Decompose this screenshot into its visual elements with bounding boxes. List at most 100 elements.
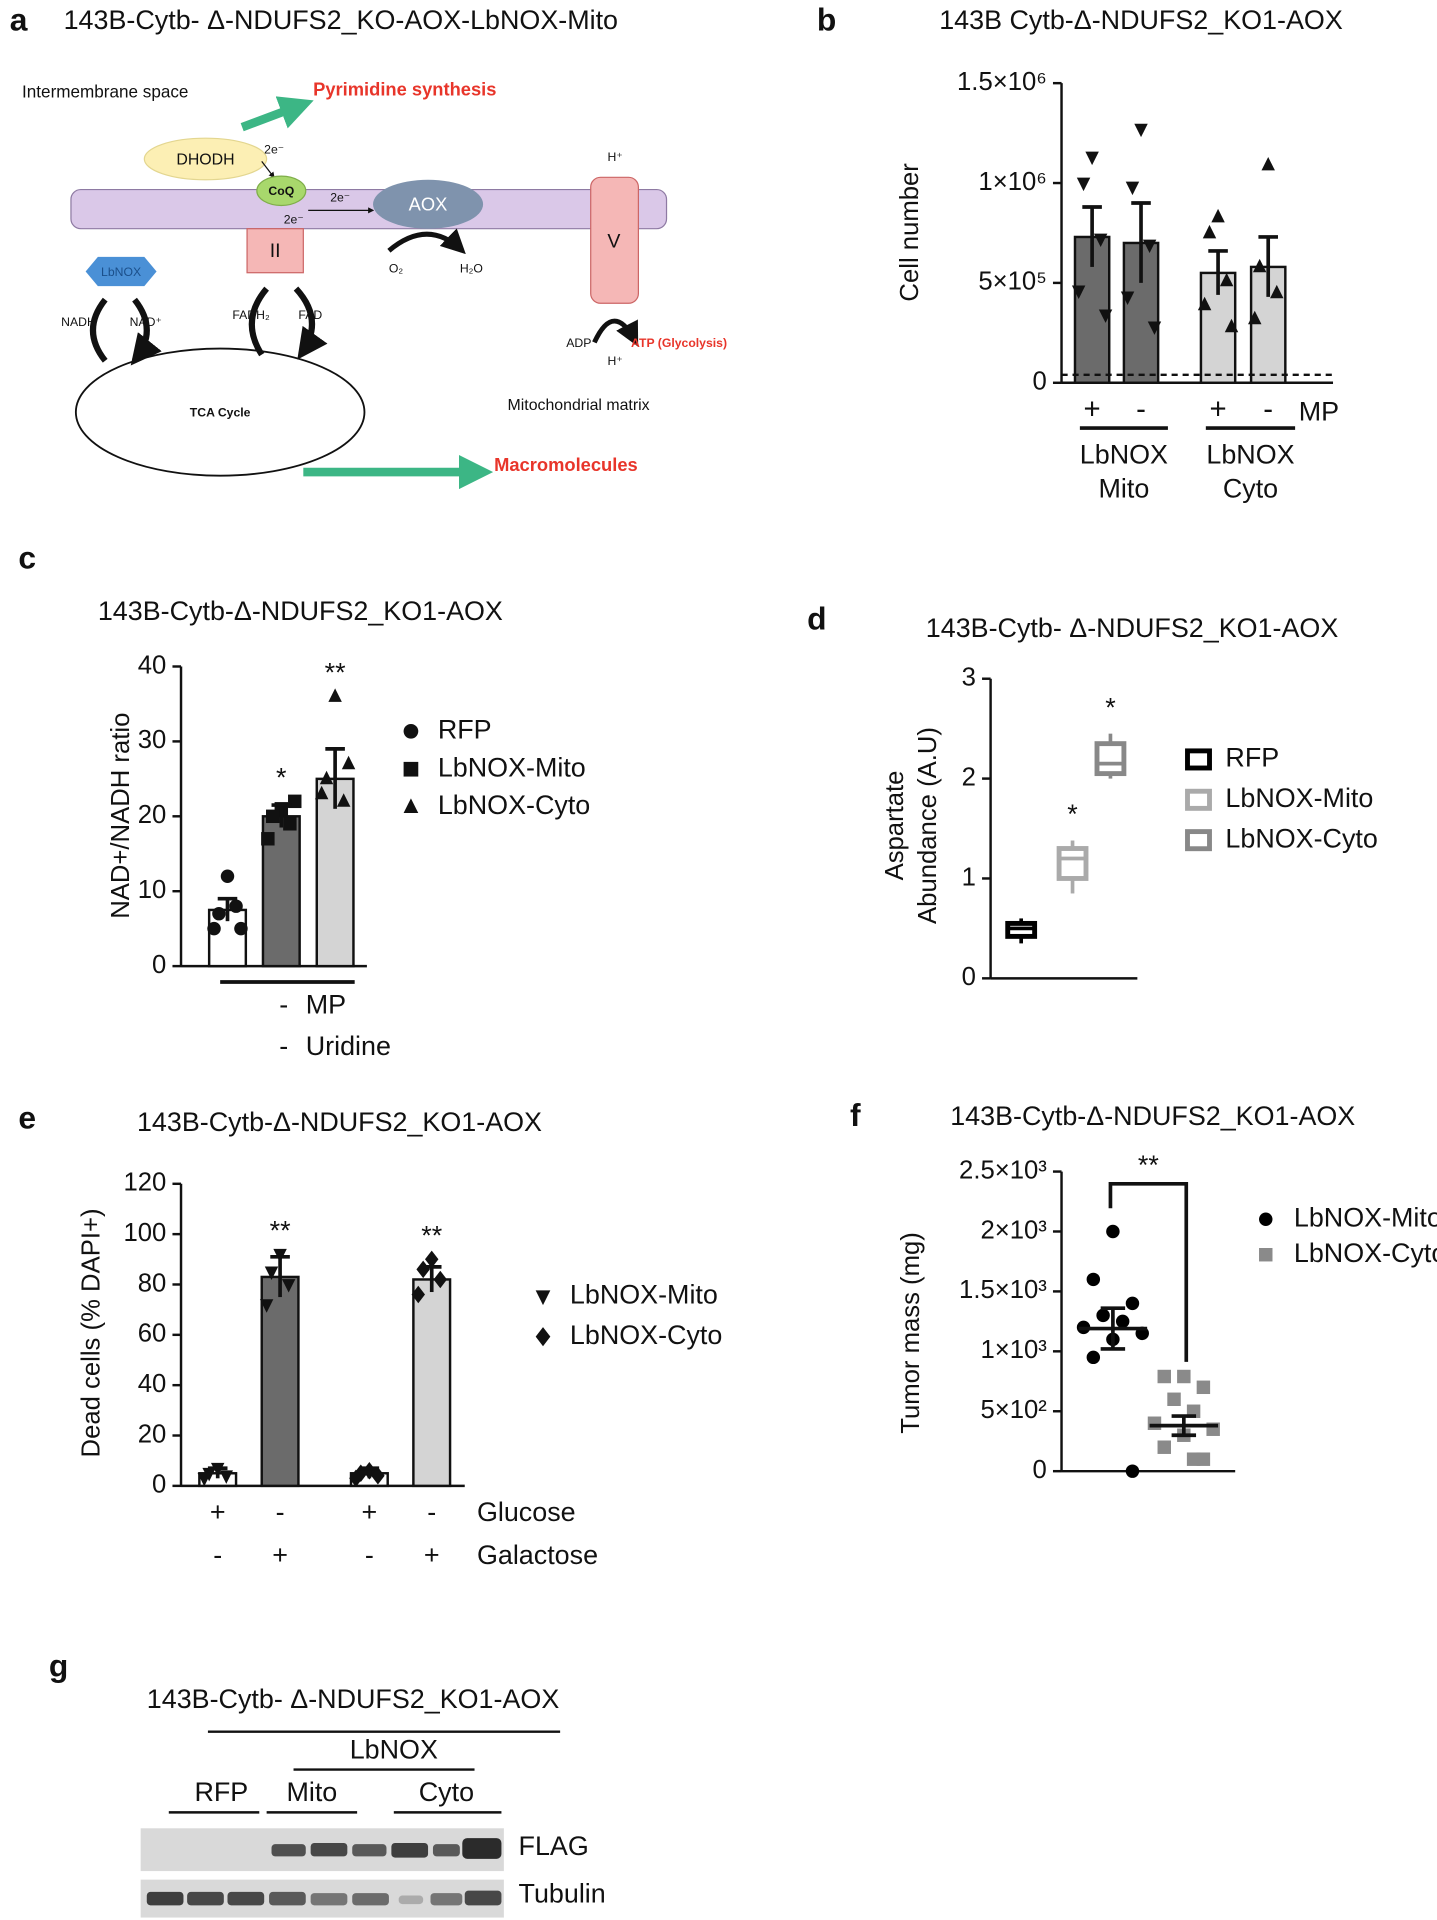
data-point [1248,310,1262,325]
atp-label: ATP (Glycolysis) [631,336,727,350]
condition-sign: + [424,1540,440,1570]
condition-sign: - [213,1540,222,1570]
data-point [1093,233,1108,248]
y-tick-label: 0 [1033,1456,1047,1484]
output-label: Macromolecules [494,454,638,475]
data-point [1219,272,1234,287]
x-tick-label: + [1084,393,1101,426]
condition-label: Uridine [306,1031,391,1061]
data-point [1076,177,1091,192]
membrane [70,188,668,230]
complex-ii [246,228,304,274]
data-point [1224,318,1239,333]
y-tick-label: 20 [138,1420,167,1448]
coq-label: CoQ [268,184,294,198]
legend-marker [535,1327,551,1347]
data-point [1142,239,1157,254]
legend-label: LbNOX-Mito [570,1279,718,1309]
data-point [1071,285,1086,299]
complex-v-label: V [607,230,620,252]
diagram-title: 143B-Cytb- Δ-NDUFS2_KO-AOX-LbNOX-Mito [64,5,618,35]
chart-title: 143B-Cytb-Δ-NDUFS2_KO1-AOX [98,596,503,626]
aox-label: AOX [409,193,448,214]
legend-marker [403,798,419,814]
lane-label: RFP [194,1777,248,1807]
aox [373,179,484,229]
legend-label: LbNOX-Mito [438,752,586,782]
y-tick-label: 0 [962,963,976,991]
bar [315,777,355,968]
electron-label: 2e⁻ [284,212,304,226]
legend-marker [403,761,419,777]
panel-a: a 143B-Cytb- Δ-NDUFS2_KO-AOX-LbNOX-Mito … [10,1,727,490]
arrow [240,96,314,132]
condition-sign: - [279,1031,288,1061]
significance: * [1105,692,1116,722]
y-tick-label: 3 [962,664,976,692]
significance: ** [1138,1150,1159,1180]
panel-label: f [850,1097,861,1133]
row-label: MP [1299,396,1339,426]
y-tick-label: 0 [152,951,166,979]
proton-label: H⁺ [608,354,623,368]
data-point [336,793,351,807]
legend-label: RFP [438,714,492,744]
data-point [1125,1296,1140,1311]
condition-sign: + [361,1497,377,1527]
adp-label: ADP [566,336,591,350]
y-axis-label: Aspartate [881,771,909,881]
data-point [1197,296,1212,311]
significance: ** [325,658,346,688]
legend-label: LbNOX-Cyto [1294,1238,1437,1268]
y-tick-label: 1.5×10³ [959,1276,1047,1304]
data-point [1147,321,1162,335]
condition-label: Galactose [477,1540,598,1570]
data-point [264,1266,279,1280]
arrow [592,318,639,347]
data-point [416,1260,430,1279]
electron-label: 2e⁻ [264,143,284,157]
arrow [90,297,147,361]
x-tick-label: + [1209,393,1226,426]
data-point [424,1250,439,1269]
y-tick-label: 0 [1033,368,1047,396]
y-tick-label: 40 [138,1370,167,1398]
data-point [349,1469,363,1488]
significance: ** [421,1220,442,1250]
bar [260,1275,300,1488]
legend-label: LbNOX-Mito [1225,783,1373,813]
lbnox [85,256,157,287]
data-point [1134,123,1148,138]
y-tick-label: 100 [124,1219,167,1247]
legend-marker [1185,829,1212,852]
data-point [1086,1272,1101,1287]
data-point [341,755,356,770]
o2-label: O₂ [389,261,404,275]
data-point [411,1285,425,1304]
group-label: LbNOX [350,1734,438,1764]
dhodh-label: DHODH [176,151,234,168]
data-point [1085,151,1099,166]
legend-marker [1185,748,1212,771]
nadh-label: NADH [61,315,96,329]
y-tick-label: 80 [138,1269,167,1297]
bar [1249,265,1287,384]
lbnox-label: LbNOX [101,265,141,279]
data-point [259,1299,274,1313]
complex-ii-label: II [270,240,281,262]
group-label: Mito [1098,474,1149,504]
data-point [1157,1440,1171,1454]
tca-cycle [74,347,366,477]
condition-sign: - [276,1497,285,1527]
condition-sign: + [272,1540,288,1570]
data-point [1252,258,1267,273]
data-point [1106,1224,1120,1239]
data-point [328,688,342,702]
group-label: LbNOX [1206,439,1294,469]
data-point [1157,1369,1171,1384]
legend-label: LbNOX-Cyto [438,790,590,820]
data-point [266,809,280,824]
legend-marker [535,1290,551,1306]
